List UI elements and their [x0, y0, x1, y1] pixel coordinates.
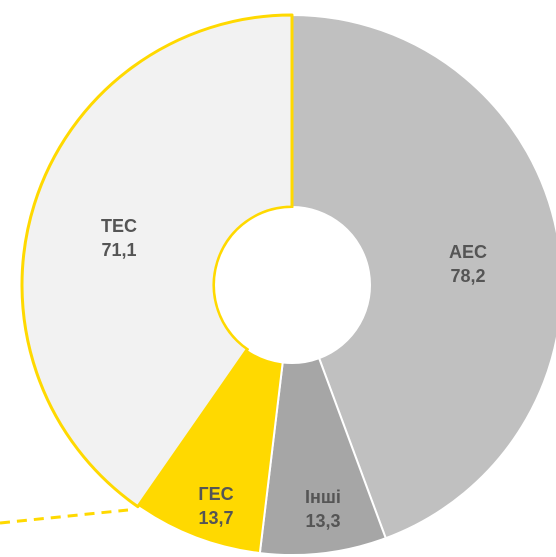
slice-label-тес: ТЕС: [101, 216, 137, 236]
callout-line-2: [0, 508, 129, 525]
slice-тес: [20, 13, 294, 509]
slice-label-інші: Інші: [305, 487, 341, 507]
donut-hole: [215, 208, 369, 362]
slice-аес: [291, 14, 556, 540]
slice-labels: АЕС 78,2 Інші 13,3 ГЕС 13,7 ТЕС 71,1: [101, 216, 487, 531]
slice-label-гес: ГЕС: [198, 484, 233, 504]
callout-lines: [0, 508, 129, 525]
donut-center: [215, 208, 369, 362]
slice-value-аес: 78,2: [450, 266, 485, 286]
donut-slices: [20, 13, 556, 556]
slice-value-тес: 71,1: [101, 240, 136, 260]
slice-label-аес: АЕС: [449, 242, 487, 262]
slice-value-інші: 13,3: [305, 511, 340, 531]
slice-value-гес: 13,7: [198, 508, 233, 528]
